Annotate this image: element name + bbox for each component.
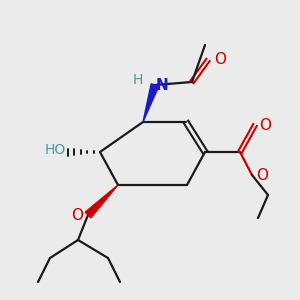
Text: O: O — [259, 118, 271, 133]
Polygon shape — [143, 84, 159, 122]
Text: O: O — [71, 208, 83, 223]
Polygon shape — [85, 185, 118, 218]
Text: H: H — [133, 73, 143, 87]
Text: O: O — [256, 167, 268, 182]
Text: O: O — [214, 52, 226, 68]
Text: N: N — [156, 77, 169, 92]
Text: HO: HO — [45, 143, 66, 157]
